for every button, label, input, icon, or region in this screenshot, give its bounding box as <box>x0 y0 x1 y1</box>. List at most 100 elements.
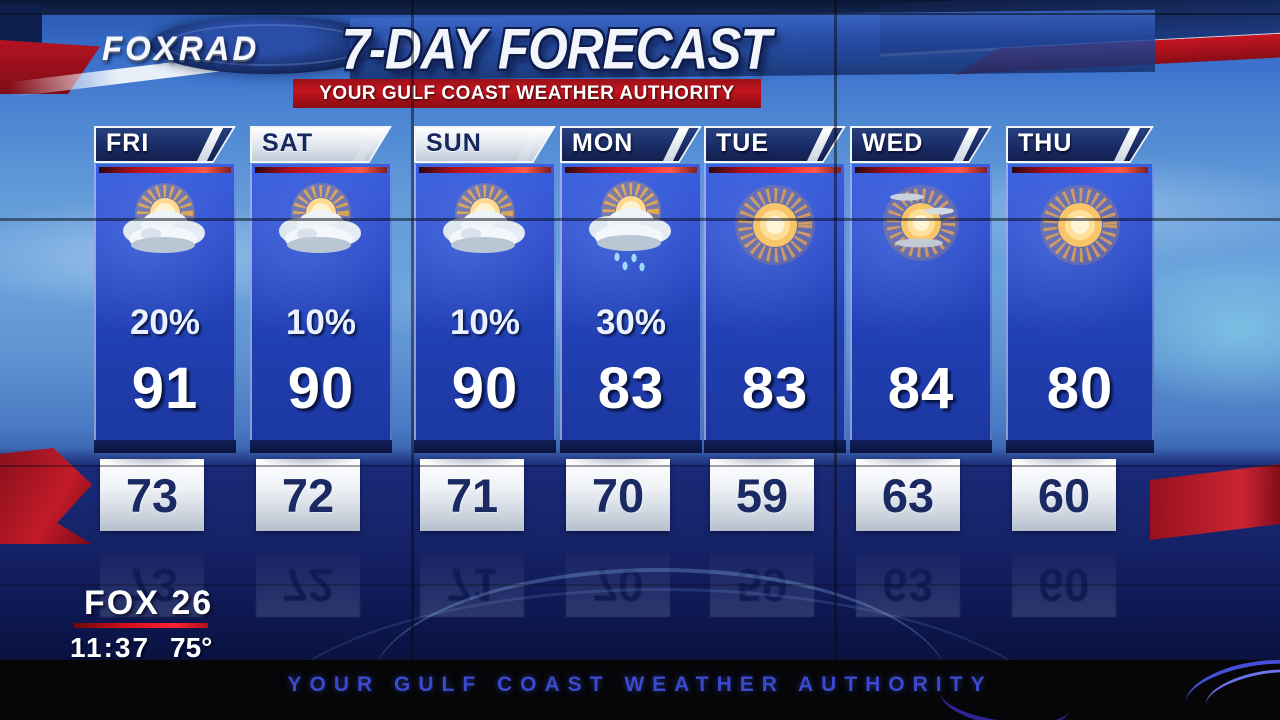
forecast-column-thu: THU 80 60 60 <box>1006 126 1154 617</box>
forecast-panel: 83 <box>704 164 846 440</box>
forecast-column-fri: FRI 20% 91 73 73 <box>94 126 236 617</box>
day-label: TUE <box>716 129 769 157</box>
sun-cloud-rain-icon <box>589 181 671 272</box>
day-tab: THU <box>1006 126 1154 163</box>
forecast-column-tue: TUE 83 59 59 <box>704 126 846 617</box>
day-label: SAT <box>262 129 314 157</box>
current-time: 11:37 <box>70 632 151 663</box>
day-tab-shape <box>706 128 843 161</box>
precip-chance: 30% <box>595 303 667 342</box>
sun-icon <box>735 185 815 265</box>
day-label: MON <box>572 129 634 157</box>
low-temperature-tag: 60 <box>1012 459 1116 531</box>
forecast-column-wed: WED 84 63 63 <box>850 126 992 617</box>
precip-chance: 20% <box>129 303 201 342</box>
day-label: WED <box>862 129 924 157</box>
high-temperature: 83 <box>597 356 665 421</box>
low-temperature-tag: 73 <box>100 459 204 531</box>
low-temperature: 72 <box>281 468 335 522</box>
panel-footer-edge <box>94 440 236 453</box>
precip-chance: 10% <box>285 303 357 342</box>
panel-footer-edge <box>704 440 846 453</box>
low-temperature-tag: 59 <box>710 459 814 531</box>
footer-band: YOUR GULF COAST WEATHER AUTHORITY <box>0 650 1280 720</box>
day-tab: FRI <box>94 126 236 163</box>
day-tab: SUN <box>414 126 556 163</box>
forecast-column-mon: MON 30% 83 70 70 <box>560 126 702 617</box>
day-tab: SAT <box>250 126 392 163</box>
current-temperature: 75° <box>170 632 213 663</box>
sun-with-thin-clouds-icon <box>883 185 959 261</box>
forecast-panel: 10% 90 <box>414 164 556 440</box>
day-tab: WED <box>850 126 992 163</box>
floor-reflection-arc <box>370 568 950 720</box>
panel-red-bar <box>709 167 841 173</box>
low-temperature: 70 <box>591 468 645 522</box>
forecast-column-sun: SUN 10% 90 71 71 <box>414 126 556 617</box>
day-tab-shape <box>252 128 389 161</box>
forecast-column-sat: SAT 10% 90 72 72 <box>250 126 392 617</box>
day-label: SUN <box>426 129 482 157</box>
low-temperature: 73 <box>125 468 179 522</box>
sun-behind-cloud-icon <box>443 183 525 253</box>
panel-footer-edge <box>414 440 556 453</box>
weather-icon-slot <box>96 177 234 277</box>
forecast-panel: 20% 91 <box>94 164 236 440</box>
panel-red-bar <box>99 167 231 173</box>
forecast-panel: 10% 90 <box>250 164 392 440</box>
panel-red-bar <box>255 167 387 173</box>
low-temperature: 59 <box>735 468 789 522</box>
day-tab-shape <box>96 128 233 161</box>
panel-footer-edge <box>250 440 392 453</box>
panel-red-bar <box>565 167 697 173</box>
panel-footer-edge <box>1006 440 1154 453</box>
forecast-panel: 80 <box>1006 164 1154 440</box>
low-temperature-tag: 63 <box>856 459 960 531</box>
header-subtitle-banner: YOUR GULF COAST WEATHER AUTHORITY <box>293 79 761 108</box>
day-tab: MON <box>560 126 702 163</box>
day-label: THU <box>1018 129 1073 157</box>
low-temperature-tag: 70 <box>566 459 670 531</box>
day-tab-shape <box>852 128 989 161</box>
weather-icon-slot <box>562 177 700 277</box>
video-wall-seam <box>834 0 837 660</box>
high-temperature: 90 <box>451 356 519 421</box>
high-temperature: 90 <box>287 356 355 421</box>
day-label: FRI <box>106 129 150 157</box>
low-temperature: 63 <box>881 468 935 522</box>
high-temperature: 80 <box>1046 356 1114 421</box>
precip-chance: 10% <box>449 303 521 342</box>
video-wall-seam <box>0 465 1280 467</box>
day-tab-shape <box>1008 128 1151 161</box>
panel-red-bar <box>855 167 987 173</box>
day-tab: TUE <box>704 126 846 163</box>
header-left-navy-block <box>0 4 42 46</box>
sun-icon <box>1040 185 1120 265</box>
foxrad-logo: FOXRAD <box>102 30 260 67</box>
weather-icon-slot <box>252 177 390 277</box>
video-wall-seam <box>411 0 414 660</box>
low-temperature-tag: 72 <box>256 459 360 531</box>
day-tab-shape <box>562 128 699 161</box>
low-temperature: 71 <box>445 468 499 522</box>
weather-icon-slot <box>706 177 844 277</box>
sun-behind-cloud-icon <box>279 183 361 253</box>
sun-behind-cloud-icon <box>123 183 205 253</box>
video-wall-seam <box>0 584 1280 586</box>
footer-tagline: YOUR GULF COAST WEATHER AUTHORITY <box>287 673 993 696</box>
panel-footer-edge <box>560 440 702 453</box>
weather-icon-slot <box>416 177 554 277</box>
station-logo-underline <box>74 623 208 628</box>
forecast-panel: 30% 83 <box>560 164 702 440</box>
weather-icon-slot <box>1008 177 1152 277</box>
panel-red-bar <box>1011 167 1149 173</box>
low-temperature-tag: 71 <box>420 459 524 531</box>
high-temperature: 83 <box>741 356 809 421</box>
day-tab-shape <box>416 128 553 161</box>
panel-red-bar <box>419 167 551 173</box>
high-temperature: 91 <box>131 356 199 421</box>
video-wall-seam <box>0 218 1280 221</box>
panel-footer-edge <box>850 440 992 453</box>
station-logo: FOX 26 <box>84 584 214 622</box>
